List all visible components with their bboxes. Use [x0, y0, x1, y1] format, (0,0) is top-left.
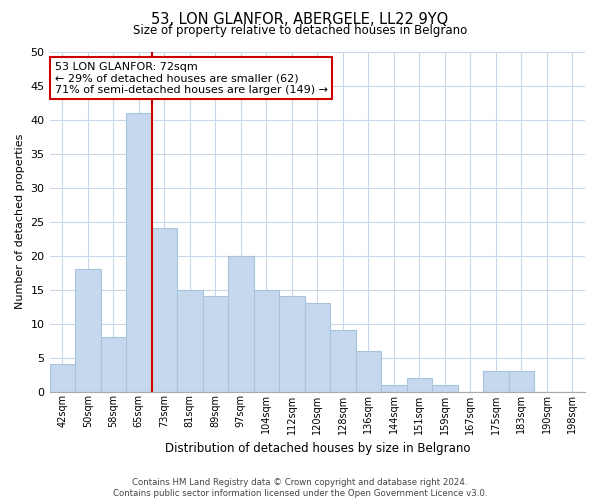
Bar — [152, 228, 177, 392]
X-axis label: Distribution of detached houses by size in Belgrano: Distribution of detached houses by size … — [164, 442, 470, 455]
Text: Contains HM Land Registry data © Crown copyright and database right 2024.
Contai: Contains HM Land Registry data © Crown c… — [113, 478, 487, 498]
Y-axis label: Number of detached properties: Number of detached properties — [15, 134, 25, 309]
Bar — [126, 112, 152, 392]
Bar — [203, 296, 228, 392]
Text: 53, LON GLANFOR, ABERGELE, LL22 9YQ: 53, LON GLANFOR, ABERGELE, LL22 9YQ — [151, 12, 449, 28]
Bar — [279, 296, 305, 392]
Bar — [407, 378, 432, 392]
Text: Size of property relative to detached houses in Belgrano: Size of property relative to detached ho… — [133, 24, 467, 37]
Bar — [177, 290, 203, 392]
Bar — [509, 371, 534, 392]
Bar — [305, 303, 330, 392]
Bar — [101, 337, 126, 392]
Bar — [254, 290, 279, 392]
Bar — [228, 256, 254, 392]
Bar — [50, 364, 75, 392]
Bar — [381, 384, 407, 392]
Bar — [356, 350, 381, 392]
Bar — [432, 384, 458, 392]
Text: 53 LON GLANFOR: 72sqm
← 29% of detached houses are smaller (62)
71% of semi-deta: 53 LON GLANFOR: 72sqm ← 29% of detached … — [55, 62, 328, 95]
Bar — [330, 330, 356, 392]
Bar — [483, 371, 509, 392]
Bar — [75, 269, 101, 392]
